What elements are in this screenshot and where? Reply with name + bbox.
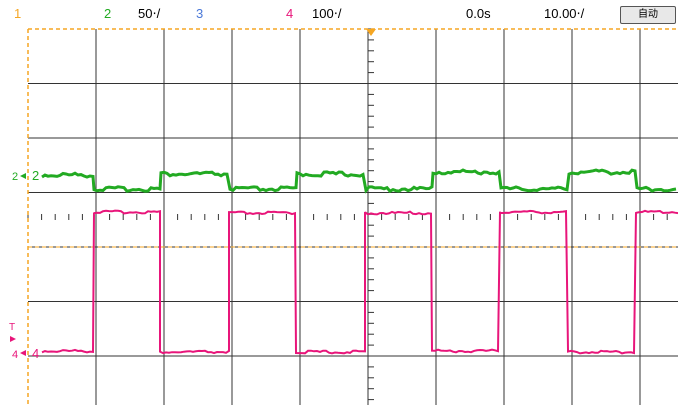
time-scale[interactable]: 10.00‧/ [544, 6, 585, 21]
ch4-marker: 4 [32, 346, 39, 361]
ch2-label[interactable]: 2 [104, 6, 112, 21]
ch4-arrow-icon [20, 350, 26, 356]
ch2-marker: 2 [32, 168, 39, 183]
graticule-background [28, 29, 678, 405]
ch4-marker-group[interactable]: T 4 4 [9, 322, 39, 361]
ch4-waveform [41, 209, 678, 355]
status-bar: 1 2 50‧/ 3 4 100‧/ 0.0s 10.00‧/ 自动 [0, 0, 678, 28]
ch2-arrow-icon [20, 173, 26, 179]
ch2-scale[interactable]: 50‧/ [138, 6, 161, 21]
ch2-waveform [41, 168, 677, 194]
run-mode-button[interactable]: 自动 [620, 6, 676, 24]
graticule [27, 28, 678, 405]
ch4-label[interactable]: 4 [286, 6, 294, 21]
ch1-label[interactable]: 1 [14, 6, 22, 21]
ch2-marker-left: 2 [12, 171, 18, 183]
time-offset[interactable]: 0.0s [466, 6, 491, 21]
ch4-scale[interactable]: 100‧/ [312, 6, 342, 21]
trigger-marker: T [9, 322, 15, 333]
ch3-label[interactable]: 3 [196, 6, 204, 21]
trigger-position-marker[interactable] [366, 29, 376, 36]
trigger-arrow-icon [10, 336, 16, 342]
ch4-marker-left: 4 [12, 349, 18, 361]
ch2-marker-group[interactable]: 2 2 [12, 168, 39, 183]
